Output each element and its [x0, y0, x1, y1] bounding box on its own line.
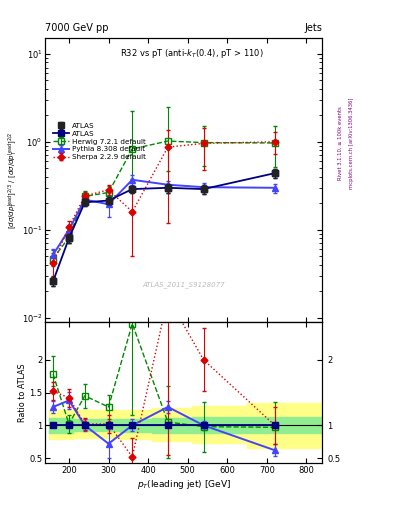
- Y-axis label: $[d\sigma/dp_T^{\rm lead}]^{2/3}$ / $[d\sigma/dp_T^{\rm lead}]^{2/2}$: $[d\sigma/dp_T^{\rm lead}]^{2/3}$ / $[d\…: [7, 131, 20, 229]
- Text: ATLAS_2011_S9128077: ATLAS_2011_S9128077: [142, 282, 225, 288]
- Text: Jets: Jets: [305, 23, 322, 33]
- Text: 7000 GeV pp: 7000 GeV pp: [45, 23, 109, 33]
- Text: R32 vs pT (anti-$k_T$(0.4), pT > 110): R32 vs pT (anti-$k_T$(0.4), pT > 110): [120, 47, 264, 60]
- Y-axis label: Ratio to ATLAS: Ratio to ATLAS: [18, 363, 26, 422]
- X-axis label: $p_T$(leading jet) [GeV]: $p_T$(leading jet) [GeV]: [137, 478, 231, 491]
- Text: mcplots.cern.ch [arXiv:1306.3436]: mcplots.cern.ch [arXiv:1306.3436]: [349, 98, 354, 189]
- Text: Rivet 3.1.10, ≥ 100k events: Rivet 3.1.10, ≥ 100k events: [338, 106, 342, 180]
- Legend: ATLAS, ATLAS, Herwig 7.2.1 default, Pythia 8.308 default, Sherpa 2.2.9 default: ATLAS, ATLAS, Herwig 7.2.1 default, Pyth…: [51, 121, 147, 162]
